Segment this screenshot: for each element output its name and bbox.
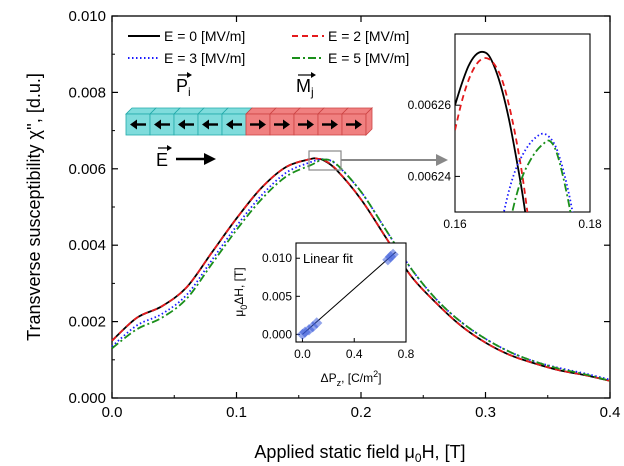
fit-y-tick-label: 0.000 [262,327,292,341]
main-y-tick-label: 0.002 [68,314,106,331]
zoom-ticks: 0.16 0.18 0.00624 0.00626 [408,98,602,231]
magnetization-label: Mj [296,76,314,99]
fit-y-axis-title: μ0ΔH, [T] [232,267,249,316]
polarization-arrow-head [154,119,161,130]
fit-x-tick-label: 0.0 [294,347,311,361]
legend-label-e0: E = 0 [MV/m] [164,28,245,44]
magnetization-arrow-head [259,119,266,130]
main-series-line-3 [111,158,611,382]
main-x-axis-title: Applied static field μ0H, [T] [254,442,465,465]
zoom-inset-frame [454,33,591,213]
field-arrow-head [204,153,216,165]
main-x-tick-label: 0.3 [475,404,496,421]
zoom-x-tick-label: 0.18 [578,217,602,231]
main-x-tick-label: 0.0 [102,404,123,421]
fit-x-axis-title: ΔPz, [C/m2] [321,369,382,388]
main-x-ticks: 0.0 0.1 0.2 0.3 0.4 [102,16,621,421]
main-y-tick-label: 0.004 [68,237,106,254]
legend-label-e5: E = 5 [MV/m] [328,50,409,66]
fit-ticks: 0.0 0.4 0.8 0.000 0.005 0.010 [262,251,415,361]
zoom-y-tick-label: 0.00626 [408,98,452,112]
zoom-series-line-1 [455,57,529,212]
fit-x-tick-label: 0.4 [346,347,363,361]
fit-data-point [387,248,399,261]
fit-x-tick-label: 0.8 [398,347,415,361]
main-y-axis-title: Transverse susceptibility χ'', [d.u.] [24,73,44,341]
main-y-tick-label: 0.010 [68,8,106,25]
schematic-cell-side [365,107,373,136]
legend-label-e2: E = 2 [MV/m] [328,28,409,44]
fit-y-tick-label: 0.010 [262,251,292,265]
field-vector-head [167,145,172,151]
legend: E = 0 [MV/m] E = 2 [MV/m] E = 3 [MV/m] E… [128,28,409,66]
legend-label-e3: E = 3 [MV/m] [164,50,245,66]
polarization-arrow-head [226,119,233,130]
magnetization-arrow-head [283,119,290,130]
main-y-tick-label: 0.008 [68,84,106,101]
polarization-label: Pi [176,76,191,99]
fit-y-tick-label: 0.005 [262,289,292,303]
main-y-tick-label: 0.000 [68,390,106,407]
zoom-series-line-0 [455,50,527,212]
zoom-series-line-3 [511,139,572,212]
polarization-vector-head [187,72,192,78]
main-x-tick-label: 0.1 [226,404,247,421]
magnetization-arrow-head [331,119,338,130]
fit-inset-title: Linear fit [303,251,353,266]
polarization-arrow-head [130,119,137,130]
fit-series [296,248,399,341]
magnetization-vector-head [311,72,316,78]
main-x-tick-label: 0.4 [600,404,621,421]
magnetization-arrow-head [307,119,314,130]
field-label: E [156,150,168,170]
zoom-series [455,50,574,212]
main-series-line-1 [111,157,611,382]
main-x-tick-label: 0.2 [351,404,372,421]
polarization-arrow-head [202,119,209,130]
polarization-arrow-head [178,119,185,130]
fit-data-point [311,317,323,329]
main-y-tick-label: 0.006 [68,161,106,178]
main-series-line-2 [111,158,611,381]
zoom-y-tick-label: 0.00624 [408,169,452,183]
zoom-x-tick-label: 0.16 [443,217,467,231]
schematic: Pi Mj E [125,72,373,170]
zoom-arrow-head [436,154,448,166]
main-y-ticks: 0.000 0.002 0.004 0.006 0.008 0.010 [68,8,610,407]
magnetization-arrow-head [355,119,362,130]
